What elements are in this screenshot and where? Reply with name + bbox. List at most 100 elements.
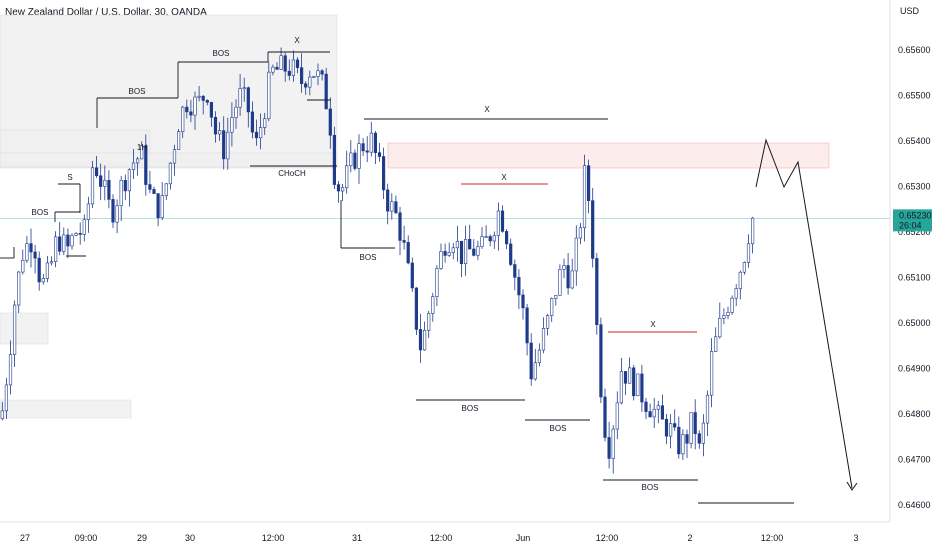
candle [49,261,54,264]
candle [357,143,361,169]
candle [607,437,611,459]
candle [201,95,205,101]
candle [545,315,550,329]
candle [578,227,582,239]
candle [463,238,468,265]
candle [541,328,546,351]
candle [742,262,746,273]
price-tick: 0.65600 [898,45,931,55]
candle [496,210,501,236]
projection-arrowhead [846,481,858,491]
candle [82,219,86,235]
candle [750,217,755,245]
candle [8,354,13,386]
candle [340,187,345,192]
candle [312,76,316,78]
candle [299,67,304,85]
candle [447,252,451,256]
candle [332,134,337,185]
candle [554,295,558,299]
candle [484,236,488,238]
candle [197,95,201,98]
candle [349,152,353,167]
candle [316,70,320,77]
candle [107,180,111,200]
candle [115,205,119,223]
candle [533,362,537,380]
candle [62,234,66,252]
candle [365,150,369,153]
candle [226,131,230,160]
zone-box [0,312,49,345]
candle [193,96,197,116]
candle [517,277,521,296]
time-tick: 29 [137,533,147,543]
candle [328,108,332,136]
candle [619,371,623,404]
candle [443,251,447,256]
candle [250,111,255,133]
candle [685,434,689,444]
candle [730,297,734,313]
candle [558,269,562,296]
candle [140,145,144,160]
structure-label: BOS [129,87,146,96]
candle [521,294,525,309]
projection-path [755,138,853,489]
candle [525,307,529,344]
time-tick: 12:00 [596,533,619,543]
candle [591,200,595,259]
candle [738,271,742,289]
candle [492,235,496,242]
candle [611,428,615,459]
candle [279,55,283,70]
candle [213,116,218,135]
candle [33,251,37,259]
candle [238,88,242,108]
candle [697,433,701,444]
candle [664,418,669,437]
candle [722,315,726,319]
candle [189,111,193,116]
candle [283,55,287,72]
candle [402,240,406,243]
time-tick: Jun [516,533,531,543]
candle [705,394,710,424]
candle [21,259,25,273]
price-tick: 0.64700 [898,455,931,465]
candle [644,401,648,412]
candle [677,426,681,455]
candle [656,405,660,410]
time-tick: 31 [352,533,362,543]
candle [66,234,70,247]
candle [595,258,599,326]
candle [74,233,78,236]
candle [90,167,95,205]
candle [336,184,341,192]
candle [234,106,238,118]
price-tag-countdown: 26:04 [899,220,922,230]
candle [689,412,693,444]
candle [152,189,156,194]
candle [131,162,136,170]
candle [714,336,718,352]
candle [127,169,132,192]
candle [185,106,189,113]
candle [435,268,439,297]
candle [386,189,390,212]
structure-label: S [67,173,72,182]
candle [427,313,431,331]
price-tick: 0.65300 [898,182,931,192]
time-tick: 12:00 [262,533,285,543]
candle [172,149,177,164]
candle [603,396,607,438]
candle [4,384,8,412]
candle [726,312,730,316]
candle [476,246,480,256]
candle [271,66,275,73]
candle [144,145,148,185]
price-tick: 0.64600 [898,500,931,510]
candle [258,127,263,139]
candle [529,342,533,380]
